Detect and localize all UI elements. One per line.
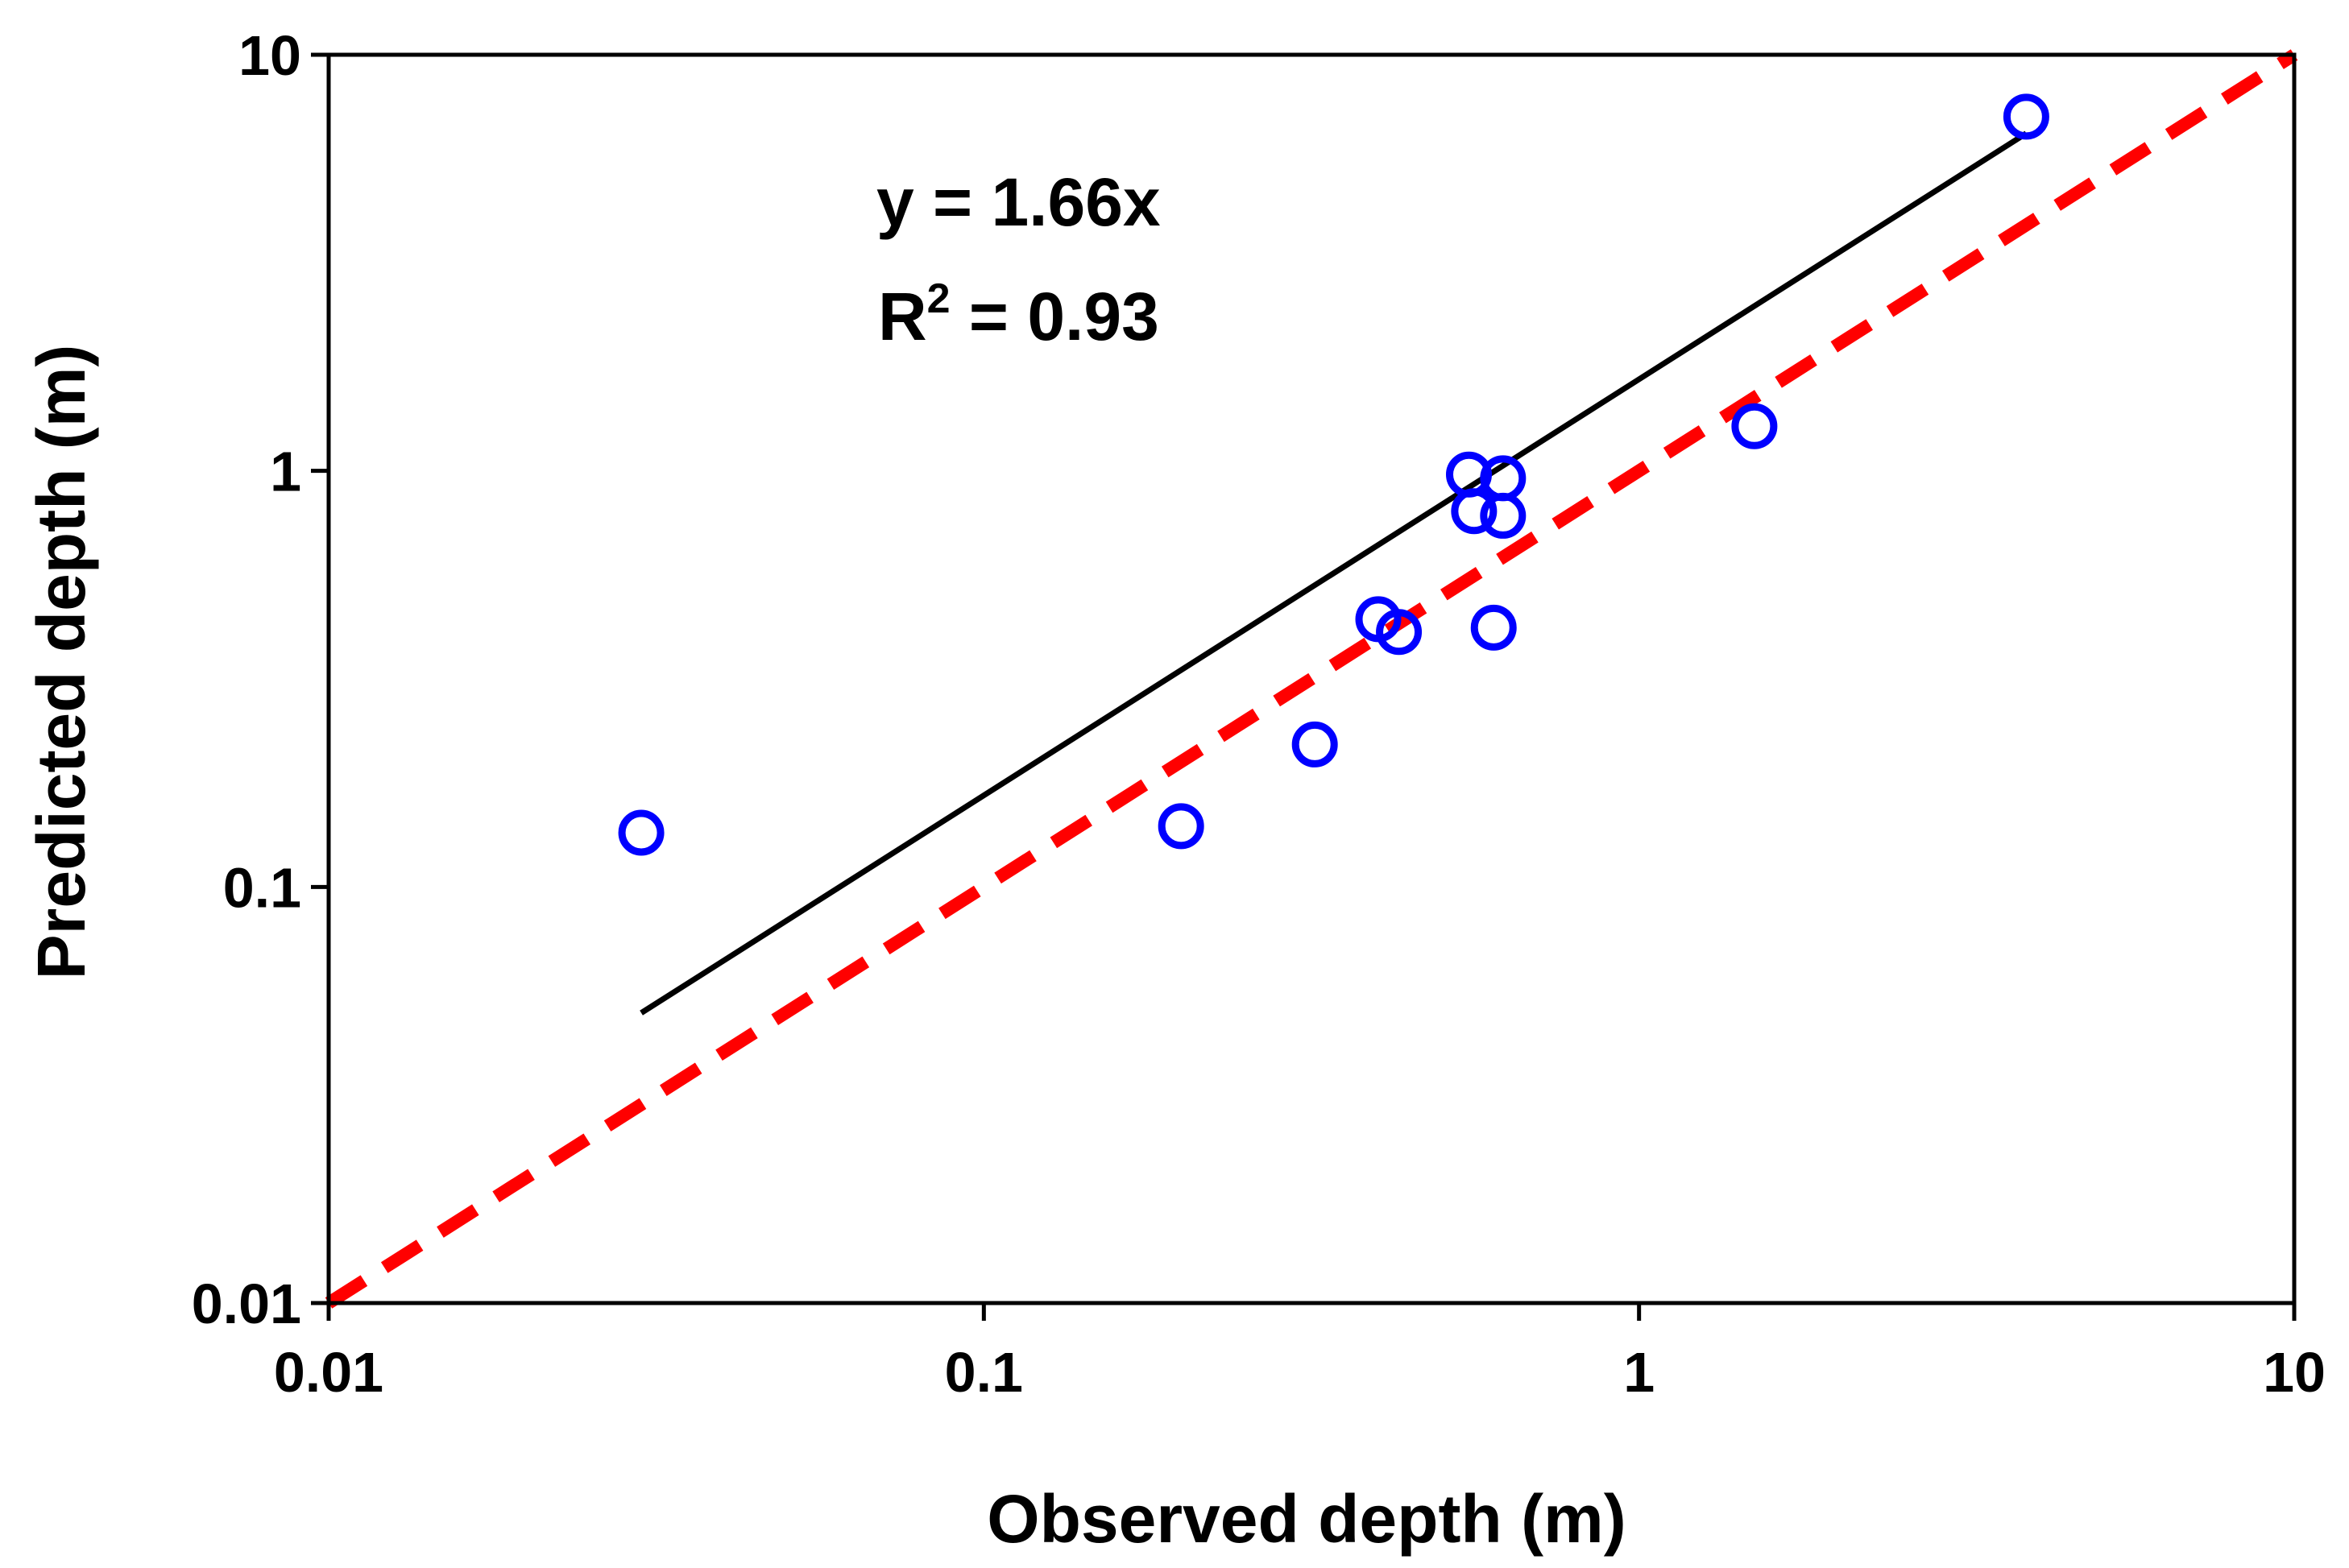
data-point xyxy=(2003,93,2049,140)
data-point xyxy=(1376,609,1423,656)
r-squared-annotation: R2 = 0.93 xyxy=(878,275,1159,354)
r-squared-value: = 0.93 xyxy=(951,279,1159,354)
data-point xyxy=(1470,604,1517,651)
x-tick-label: 1 xyxy=(1623,1341,1655,1404)
y-tick-label: 10 xyxy=(238,24,301,87)
data-point xyxy=(1291,721,1338,767)
x-tick-label: 10 xyxy=(2263,1341,2326,1404)
r-squared-superscript: 2 xyxy=(927,275,951,322)
identity-line xyxy=(325,49,2298,1309)
r-squared-symbol: R xyxy=(878,279,927,354)
data-point xyxy=(618,809,665,856)
fit-equation: y = 1.66x xyxy=(876,164,1161,240)
data-point xyxy=(1158,803,1204,850)
data-point xyxy=(1731,403,1778,449)
data-point xyxy=(1480,492,1527,539)
y-tick-label: 0.01 xyxy=(192,1272,301,1335)
fit-line xyxy=(640,130,2028,1016)
data-point xyxy=(1451,488,1498,535)
y-tick-label: 0.1 xyxy=(223,856,301,919)
x-tick-label: 0.1 xyxy=(945,1341,1023,1404)
x-tick-label: 0.01 xyxy=(274,1341,383,1404)
x-axis-title: Observed depth (m) xyxy=(987,1481,1626,1557)
y-axis-title: Predicted depth (m) xyxy=(23,345,99,980)
y-tick-label: 1 xyxy=(270,441,301,503)
plot-area-frame xyxy=(326,52,2297,1305)
